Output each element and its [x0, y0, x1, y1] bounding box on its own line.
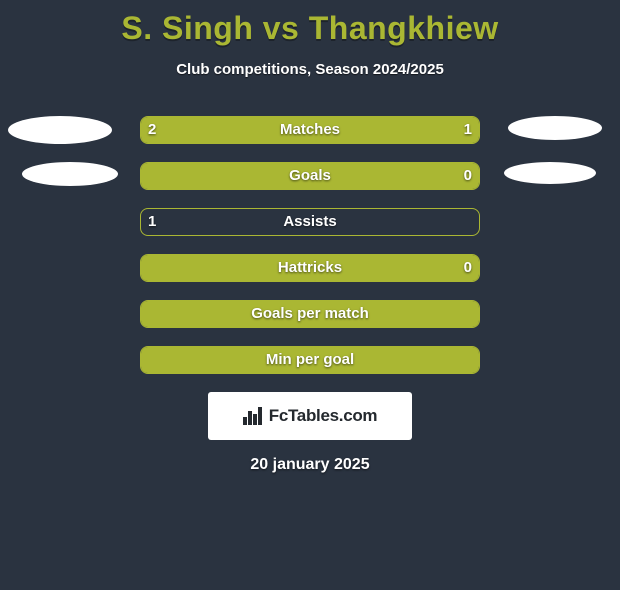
page-subtitle: Club competitions, Season 2024/2025	[0, 61, 620, 78]
stat-row: Assists1	[0, 208, 620, 236]
bars-icon	[243, 407, 265, 425]
player-photo-placeholder	[8, 116, 112, 144]
stat-track	[140, 346, 480, 374]
player-photo-placeholder	[508, 116, 602, 140]
stat-row: Hattricks0	[0, 254, 620, 282]
stat-track	[140, 162, 480, 190]
logo-text: FcTables.com	[269, 406, 378, 426]
stat-track	[140, 208, 480, 236]
stat-row: Goals per match	[0, 300, 620, 328]
bar-right	[366, 117, 479, 143]
bar-left	[141, 163, 479, 189]
stat-track	[140, 254, 480, 282]
bar-left	[141, 301, 479, 327]
player-photo-placeholder	[504, 162, 596, 184]
bar-left	[141, 117, 366, 143]
fctables-logo[interactable]: FcTables.com	[208, 392, 412, 440]
page-title: S. Singh vs Thangkhiew	[0, 10, 620, 47]
stat-track	[140, 116, 480, 144]
comparison-chart: Matches21Goals0Assists1Hattricks0Goals p…	[0, 116, 620, 374]
snapshot-date: 20 january 2025	[0, 456, 620, 474]
stat-row: Min per goal	[0, 346, 620, 374]
stat-track	[140, 300, 480, 328]
bar-left	[141, 347, 479, 373]
bar-left	[141, 255, 479, 281]
player-photo-placeholder	[22, 162, 118, 186]
